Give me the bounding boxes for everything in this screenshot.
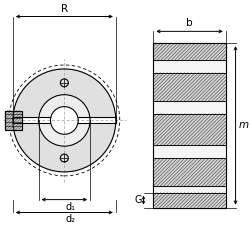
Bar — [11, 118, 118, 124]
Bar — [5, 110, 22, 130]
Bar — [154, 114, 226, 145]
Text: b: b — [186, 18, 193, 28]
Bar — [154, 145, 226, 158]
Bar — [154, 186, 226, 193]
Text: R: R — [61, 4, 68, 14]
Circle shape — [50, 106, 78, 134]
Text: G: G — [134, 195, 141, 205]
Text: d₁: d₁ — [65, 202, 75, 211]
Bar — [154, 101, 226, 114]
Text: m: m — [238, 120, 249, 130]
Bar — [154, 193, 226, 208]
Bar — [154, 73, 226, 101]
Bar — [154, 60, 226, 73]
Bar — [5, 110, 22, 130]
Bar — [154, 158, 226, 186]
Bar — [154, 43, 226, 60]
Circle shape — [38, 95, 90, 146]
Bar — [154, 43, 226, 208]
Circle shape — [13, 69, 116, 172]
Bar — [154, 43, 226, 208]
Text: d₂: d₂ — [65, 214, 75, 224]
